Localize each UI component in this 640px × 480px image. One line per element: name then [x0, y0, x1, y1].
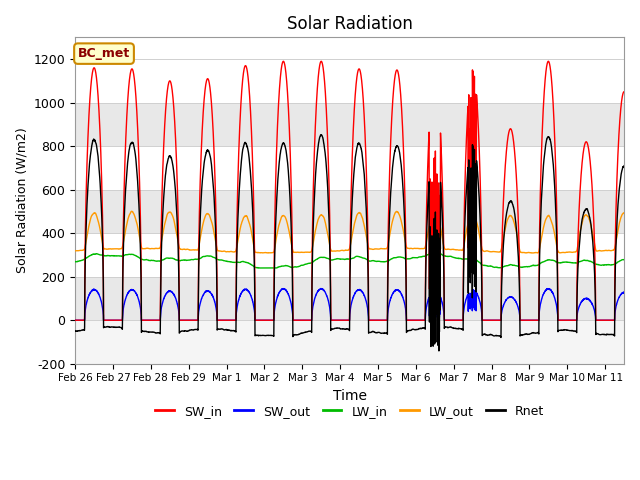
SW_in	[216, 317, 223, 323]
SW_out	[185, 317, 193, 323]
Line: LW_in: LW_in	[75, 252, 624, 268]
Rnet	[262, 333, 270, 338]
LW_out	[185, 247, 193, 252]
Text: BC_met: BC_met	[78, 47, 130, 60]
Legend: SW_in, SW_out, LW_in, LW_out, Rnet: SW_in, SW_out, LW_in, LW_out, Rnet	[150, 400, 549, 423]
SW_out	[620, 290, 628, 296]
SW_out	[216, 317, 223, 323]
Bar	[75, 276, 624, 320]
Rnet	[71, 328, 79, 334]
Rnet	[172, 185, 179, 191]
LW_in	[172, 257, 179, 263]
LW_out	[522, 250, 530, 256]
SW_in	[620, 89, 628, 95]
Rnet	[317, 132, 325, 138]
SW_out	[71, 317, 79, 323]
SW_in	[71, 317, 79, 323]
LW_in	[620, 257, 628, 263]
Rnet	[435, 348, 443, 354]
Rnet	[552, 203, 559, 208]
SW_out	[172, 294, 179, 300]
LW_out	[552, 236, 559, 242]
Rnet	[344, 326, 352, 332]
Line: SW_out: SW_out	[75, 288, 624, 320]
LW_in	[71, 259, 79, 264]
SW_in	[185, 317, 193, 323]
LW_out	[262, 250, 270, 256]
Line: SW_in: SW_in	[75, 61, 624, 320]
LW_out	[344, 247, 352, 253]
Line: LW_out: LW_out	[75, 211, 624, 253]
SW_out	[552, 298, 559, 303]
LW_in	[429, 249, 437, 255]
Line: Rnet: Rnet	[75, 135, 624, 351]
Title: Solar Radiation: Solar Radiation	[287, 15, 413, 33]
LW_in	[255, 265, 262, 271]
LW_in	[185, 257, 193, 263]
LW_out	[127, 208, 135, 214]
SW_in	[552, 156, 559, 162]
LW_out	[620, 210, 628, 216]
SW_out	[317, 286, 325, 291]
SW_in	[262, 317, 270, 323]
LW_out	[216, 248, 223, 254]
LW_in	[262, 265, 270, 271]
LW_out	[172, 224, 179, 230]
Rnet	[620, 163, 628, 168]
Bar	[75, 320, 624, 364]
SW_in	[344, 317, 352, 323]
SW_in	[172, 129, 179, 134]
SW_out	[344, 317, 352, 323]
LW_in	[552, 259, 559, 264]
Bar	[75, 190, 624, 233]
LW_in	[344, 256, 352, 262]
Rnet	[216, 326, 223, 332]
Bar	[75, 103, 624, 146]
Rnet	[185, 328, 193, 334]
LW_out	[71, 248, 79, 254]
SW_out	[262, 317, 270, 323]
SW_in	[545, 59, 552, 64]
Y-axis label: Solar Radiation (W/m2): Solar Radiation (W/m2)	[15, 128, 28, 274]
X-axis label: Time: Time	[333, 389, 367, 403]
LW_in	[216, 257, 223, 263]
